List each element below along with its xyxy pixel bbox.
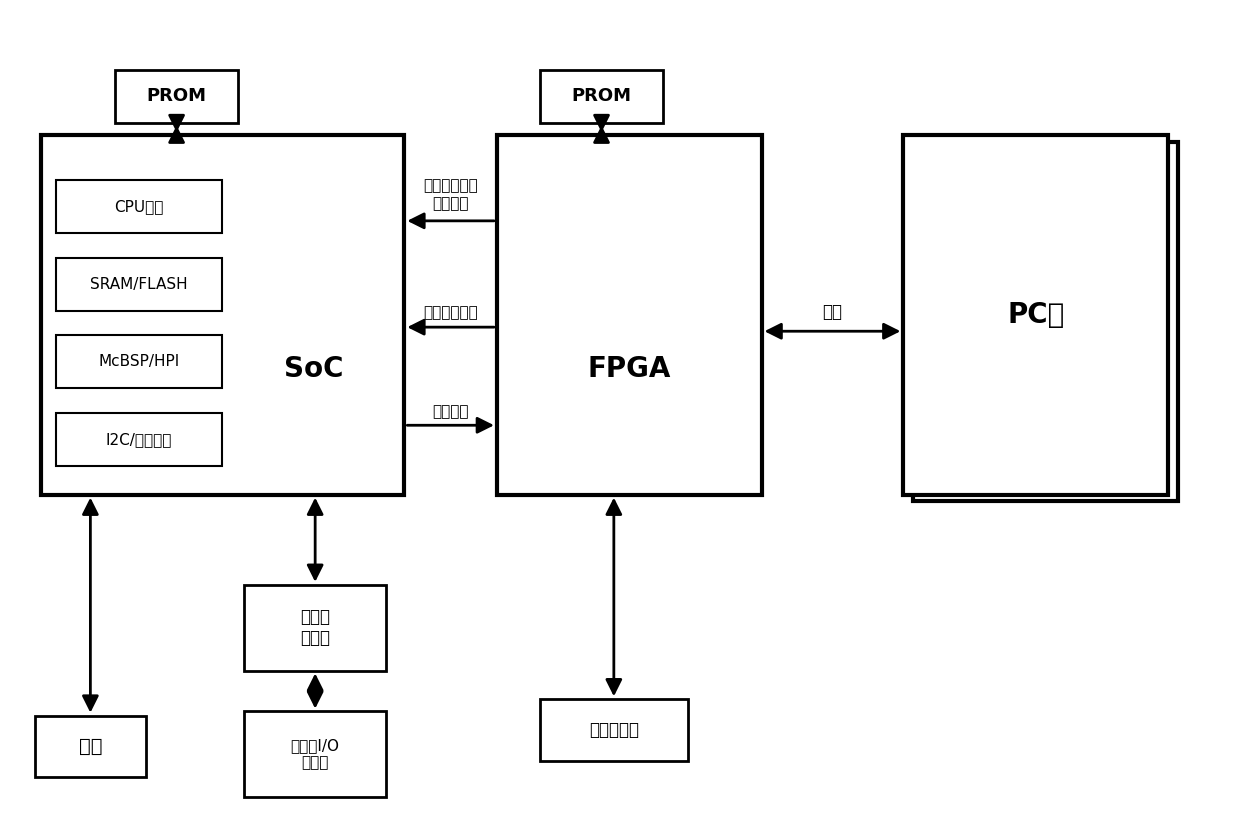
Text: 内核及I/O
口供电: 内核及I/O 口供电 bbox=[290, 738, 340, 771]
Text: 配置工作状态
写入数据: 配置工作状态 写入数据 bbox=[423, 178, 479, 211]
Text: CPU单元: CPU单元 bbox=[114, 199, 164, 214]
Bar bbox=[539, 69, 663, 123]
Bar bbox=[56, 180, 222, 233]
Bar bbox=[497, 135, 761, 495]
Bar bbox=[903, 135, 1168, 495]
Text: SRAM/FLASH: SRAM/FLASH bbox=[91, 277, 187, 292]
Text: PC机: PC机 bbox=[1007, 301, 1064, 329]
Bar bbox=[56, 335, 222, 388]
Text: PROM: PROM bbox=[572, 88, 631, 105]
Text: 数据发送: 数据发送 bbox=[433, 404, 469, 419]
Text: 串口: 串口 bbox=[822, 303, 842, 321]
Bar bbox=[35, 715, 146, 777]
Bar bbox=[244, 711, 386, 797]
Bar bbox=[539, 699, 688, 761]
Text: McBSP/HPI: McBSP/HPI bbox=[98, 354, 180, 369]
Bar bbox=[41, 135, 404, 495]
Text: SoC: SoC bbox=[284, 355, 343, 382]
Bar bbox=[244, 585, 386, 671]
Text: 电源电
流监测: 电源电 流监测 bbox=[300, 608, 330, 647]
Text: 时钟: 时钟 bbox=[78, 737, 102, 756]
Bar bbox=[56, 413, 222, 466]
Bar bbox=[913, 141, 1178, 501]
Text: PROM: PROM bbox=[146, 88, 207, 105]
Text: FPGA: FPGA bbox=[588, 355, 671, 382]
Text: 电源及时钟: 电源及时钟 bbox=[589, 721, 639, 738]
Bar bbox=[56, 258, 222, 311]
Bar bbox=[115, 69, 238, 123]
Text: I2C/定时器等: I2C/定时器等 bbox=[105, 432, 172, 447]
Text: 发出中断请求: 发出中断请求 bbox=[423, 306, 479, 320]
